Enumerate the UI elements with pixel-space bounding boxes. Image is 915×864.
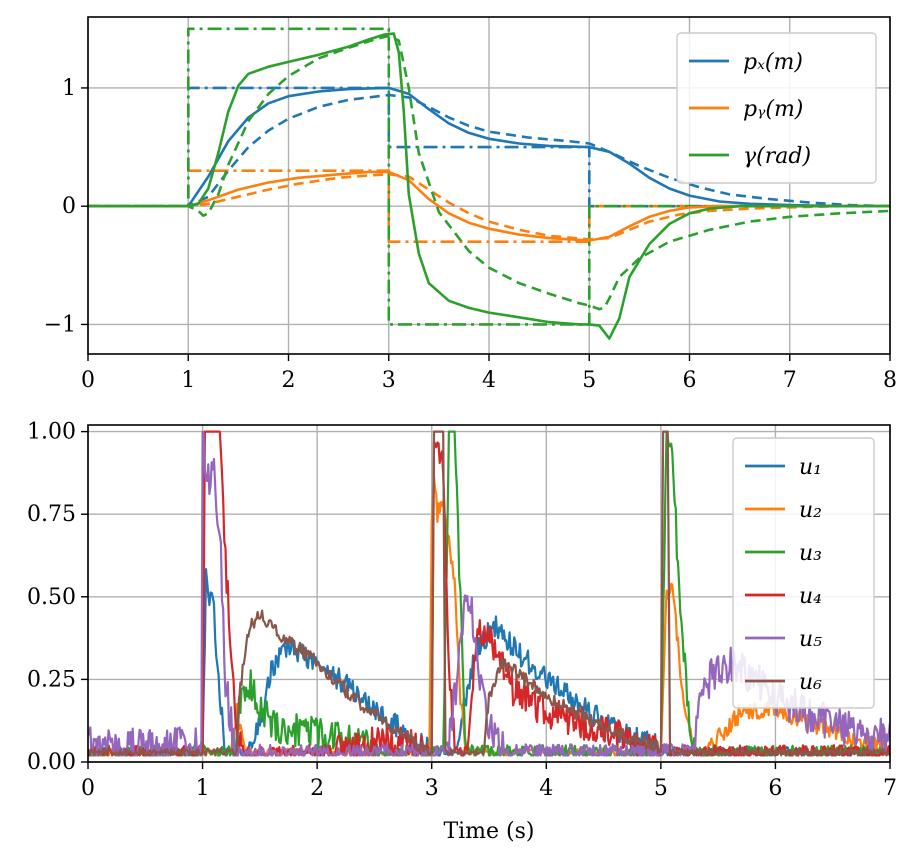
- x-tick-label: 1: [181, 368, 195, 393]
- legend-label: γ(rad): [743, 144, 811, 169]
- series-u4: [88, 430, 890, 757]
- series-gamma-reference: [88, 27, 890, 326]
- y-tick-label: −1: [44, 312, 76, 337]
- legend: pₓ(m) pᵧ(m) γ(rad): [676, 32, 877, 184]
- series-px-model: [88, 93, 890, 208]
- series-group: [88, 430, 890, 757]
- legend-label: u₃: [799, 541, 822, 566]
- legend-box: [732, 437, 875, 709]
- legend-box: [676, 32, 877, 184]
- legend-label: u₆: [799, 670, 822, 695]
- x-axis-label: Time (s): [443, 819, 534, 844]
- y-tick-label: 0: [62, 194, 76, 219]
- y-tick-label: 1.00: [27, 420, 76, 445]
- series-group: [88, 27, 890, 340]
- series-py-model: [88, 173, 890, 241]
- x-tick-label: 7: [783, 368, 797, 393]
- x-tick-label: 5: [654, 776, 668, 801]
- series-px-measured: [88, 86, 890, 208]
- legend: u₁ u₂ u₃ u₄ u₅ u₆: [732, 437, 875, 709]
- legend-label: pᵧ(m): [743, 97, 803, 122]
- x-tick-label: 6: [768, 776, 782, 801]
- legend-label: u₁: [799, 455, 822, 480]
- x-tick-label: 6: [683, 368, 697, 393]
- x-tick-label: 4: [539, 776, 553, 801]
- series-gamma-model: [88, 34, 890, 311]
- x-tick-label: 3: [425, 776, 439, 801]
- y-tick-label: 0.50: [27, 585, 76, 610]
- y-tick-label: 0.75: [27, 502, 76, 527]
- series-py-measured: [88, 170, 890, 242]
- legend-label: pₓ(m): [743, 50, 803, 75]
- y-tick-label: 0.00: [27, 750, 76, 775]
- x-tick-label: 0: [81, 368, 95, 393]
- x-tick-label: 0: [81, 776, 95, 801]
- legend-label: u₅: [799, 627, 822, 652]
- y-tick-label: 1: [62, 76, 76, 101]
- x-tick-label: 1: [196, 776, 210, 801]
- bottom-panel: 0 1 2 3 4 5 6 7 0.00 0.25 0.50 0.75 1.00 u₁ u₂ u₃ u₄ u₅ u₆: [27, 420, 897, 801]
- y-tick-label: 0.25: [27, 667, 76, 692]
- x-tick-label: 2: [282, 368, 296, 393]
- legend-label: u₄: [799, 584, 822, 609]
- x-tick-label: 2: [310, 776, 324, 801]
- series-gamma-measured: [88, 32, 890, 340]
- x-tick-label: 3: [382, 368, 396, 393]
- axes-frame: [87, 424, 891, 763]
- series-u6: [88, 430, 890, 757]
- x-tick-label: 5: [582, 368, 596, 393]
- x-tick-label: 7: [883, 776, 897, 801]
- top-panel: 0 1 2 3 4 5 6 7 8 −1 0 1 pₓ(m) pᵧ(m) γ(rad): [44, 16, 897, 393]
- x-tick-label: 8: [883, 368, 897, 393]
- legend-label: u₂: [799, 498, 822, 523]
- x-tick-label: 4: [482, 368, 496, 393]
